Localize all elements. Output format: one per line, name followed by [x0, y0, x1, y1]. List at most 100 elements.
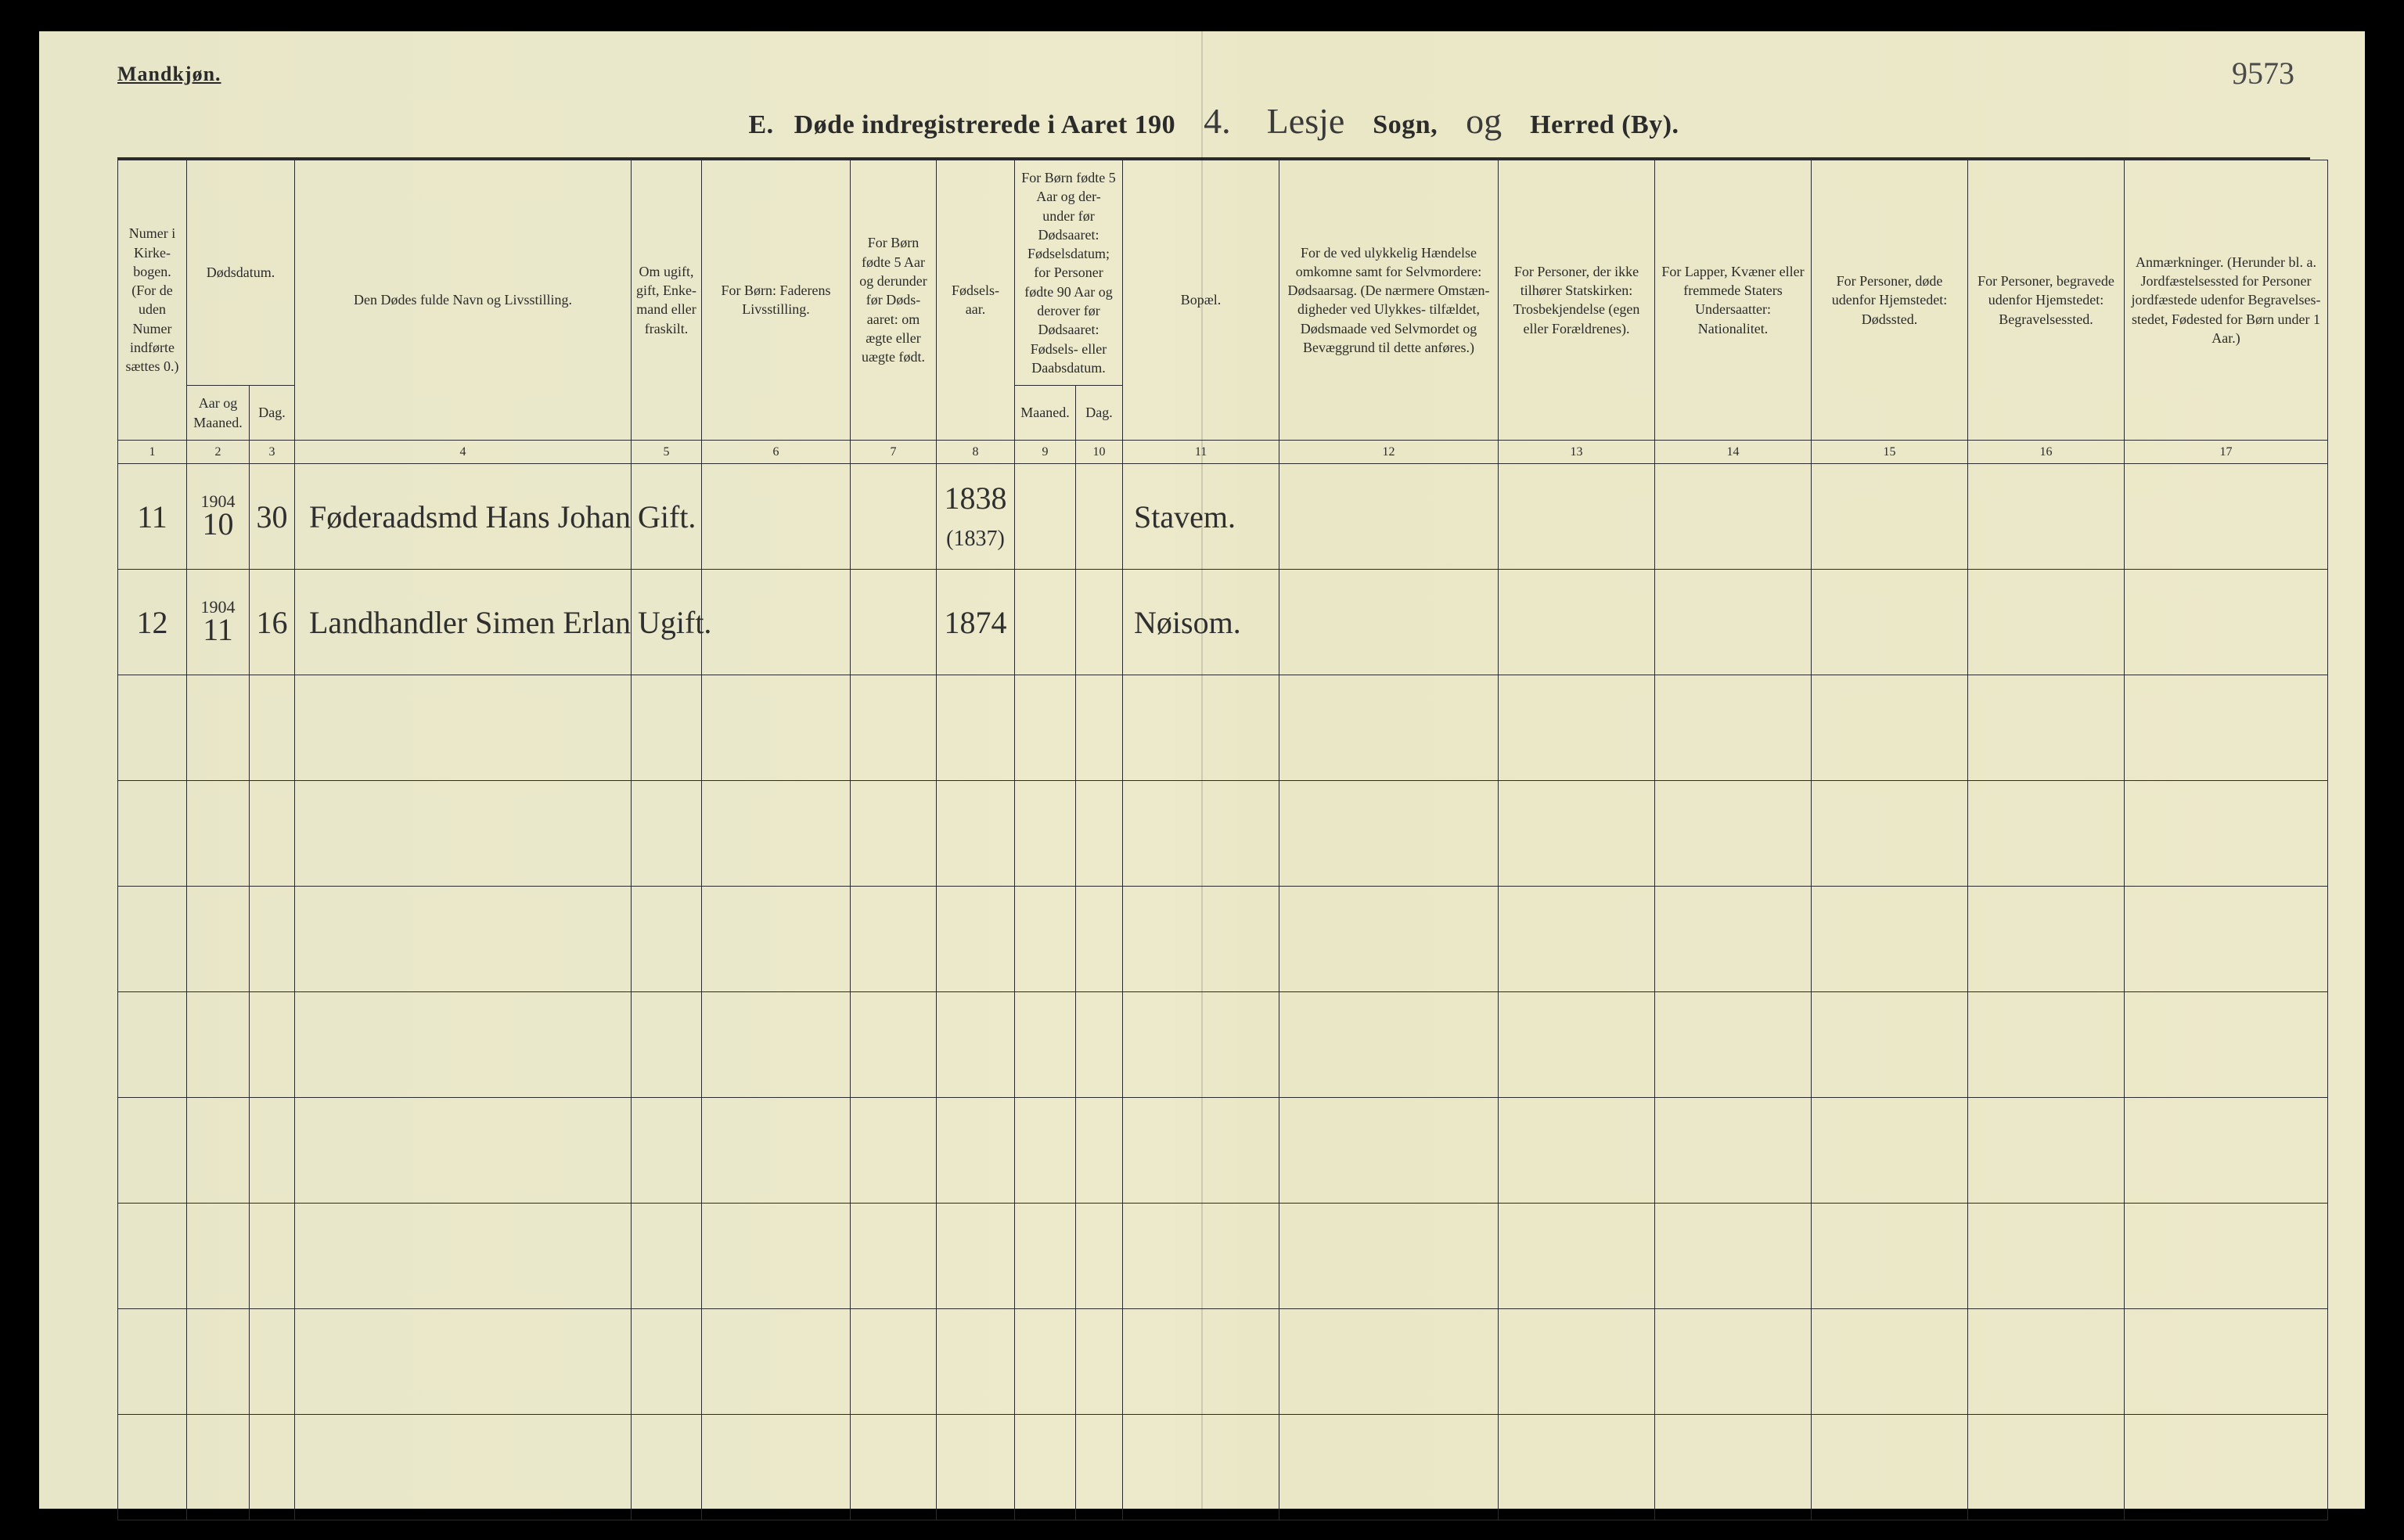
- cell-empty: [1123, 1204, 1279, 1309]
- table-head: Numer i Kirke- bogen. (For de uden Numer…: [118, 160, 2328, 464]
- table-row: 12 1904 11 16 Landhandler Simen Erlandse…: [118, 570, 2328, 675]
- cell-empty: [1015, 887, 1076, 992]
- table-row: [118, 1098, 2328, 1204]
- hdr-c12: For de ved ulykkelig Hændelse omkomne sa…: [1279, 160, 1499, 441]
- cell-empty: [295, 781, 632, 887]
- cell-empty: [1076, 887, 1123, 992]
- cell-empty: [1076, 675, 1123, 781]
- cell-num: 11: [118, 464, 187, 570]
- hdr-c13: For Personer, der ikke tilhører Statskir…: [1499, 160, 1655, 441]
- cell-empty: [1812, 1309, 1968, 1415]
- cell-empty: [1655, 1204, 1812, 1309]
- cell-c17: [2125, 570, 2328, 675]
- cell-empty: [851, 887, 937, 992]
- table-row: [118, 781, 2328, 887]
- cell-empty: [295, 1309, 632, 1415]
- cell-empty: [2125, 992, 2328, 1098]
- cell-civil: Ugift.: [632, 570, 702, 675]
- cell-empty: [1015, 1415, 1076, 1520]
- cell-empty: [1499, 781, 1655, 887]
- cell-empty: [2125, 887, 2328, 992]
- cell-empty: [1968, 992, 2125, 1098]
- cell-empty: [1812, 1415, 1968, 1520]
- hdr-c10-sub: Dag.: [1076, 386, 1123, 441]
- hdr-c2-top: Dødsdatum.: [187, 160, 295, 386]
- cell-empty: [1499, 1204, 1655, 1309]
- cell-empty: [118, 887, 187, 992]
- cell-birth-sub: (1837): [946, 527, 1005, 551]
- cell-empty: [1123, 1309, 1279, 1415]
- cell-empty: [2125, 781, 2328, 887]
- page-title: E. Døde indregistrerede i Aaret 1904. Le…: [117, 100, 2310, 142]
- hdr-c4: Den Dødes fulde Navn og Livsstilling.: [295, 160, 632, 441]
- cell-empty: [702, 1309, 851, 1415]
- cell-empty: [250, 1098, 295, 1204]
- colnum: 5: [632, 440, 702, 464]
- table-row: [118, 1204, 2328, 1309]
- cell-empty: [1123, 675, 1279, 781]
- cell-empty: [1015, 675, 1076, 781]
- cell-empty: [250, 781, 295, 887]
- cell-month-val: 10: [203, 506, 234, 542]
- colnum: 13: [1499, 440, 1655, 464]
- hdr-c3-sub: Dag.: [250, 386, 295, 441]
- cell-empty: [1076, 781, 1123, 887]
- hdr-c15: For Personer, døde udenfor Hjemstedet: D…: [1812, 160, 1968, 441]
- hdr-c5: Om ugift, gift, Enke- mand eller fraskil…: [632, 160, 702, 441]
- table-row: 11 1904 10 30 Føderaadsmd Hans Johanness…: [118, 464, 2328, 570]
- colnum: 11: [1123, 440, 1279, 464]
- cell-empty: [1015, 1309, 1076, 1415]
- cell-empty: [1123, 1415, 1279, 1520]
- cell-empty: [632, 1098, 702, 1204]
- cell-empty: [1812, 781, 1968, 887]
- cell-empty: [1279, 887, 1499, 992]
- cell-empty: [295, 992, 632, 1098]
- colnum: 17: [2125, 440, 2328, 464]
- cell-empty: [1812, 1204, 1968, 1309]
- cell-empty: [1655, 1098, 1812, 1204]
- page-number-handwritten: 9573: [2232, 55, 2294, 92]
- table-body: 11 1904 10 30 Føderaadsmd Hans Johanness…: [118, 464, 2328, 1520]
- cell-c6: [702, 570, 851, 675]
- cell-empty: [702, 1415, 851, 1520]
- cell-empty: [118, 992, 187, 1098]
- cell-empty: [187, 1204, 250, 1309]
- cell-empty: [851, 1415, 937, 1520]
- cell-empty: [187, 675, 250, 781]
- cell-empty: [118, 1204, 187, 1309]
- scan-frame: 9573 Mandkjøn. E. Døde indregistrerede i…: [0, 0, 2404, 1540]
- cell-empty: [2125, 1204, 2328, 1309]
- cell-empty: [1968, 887, 2125, 992]
- hdr-c8: Fødsels- aar.: [937, 160, 1015, 441]
- register-table: Numer i Kirke- bogen. (For de uden Numer…: [117, 160, 2328, 1520]
- colnum: 14: [1655, 440, 1812, 464]
- cell-c10: [1076, 570, 1123, 675]
- cell-c12: [1279, 570, 1499, 675]
- cell-empty: [1655, 887, 1812, 992]
- cell-empty: [250, 887, 295, 992]
- colnum: 4: [295, 440, 632, 464]
- cell-empty: [632, 887, 702, 992]
- colnum: 6: [702, 440, 851, 464]
- header-row-1: Numer i Kirke- bogen. (For de uden Numer…: [118, 160, 2328, 386]
- cell-empty: [1279, 675, 1499, 781]
- cell-empty: [2125, 675, 2328, 781]
- cell-empty: [1279, 1415, 1499, 1520]
- cell-empty: [1968, 1415, 2125, 1520]
- gender-label: Mandkjøn.: [117, 63, 2310, 86]
- cell-empty: [851, 1098, 937, 1204]
- cell-empty: [187, 887, 250, 992]
- cell-birth: 1874: [937, 570, 1015, 675]
- cell-empty: [702, 1098, 851, 1204]
- cell-empty: [1499, 1098, 1655, 1204]
- hdr-c16: For Personer, begravede udenfor Hjemsted…: [1968, 160, 2125, 441]
- cell-empty: [295, 887, 632, 992]
- cell-empty: [118, 1309, 187, 1415]
- colnum: 9: [1015, 440, 1076, 464]
- cell-empty: [118, 675, 187, 781]
- cell-empty: [250, 675, 295, 781]
- cell-empty: [295, 1098, 632, 1204]
- cell-empty: [187, 1415, 250, 1520]
- cell-civil: Gift.: [632, 464, 702, 570]
- cell-empty: [250, 1309, 295, 1415]
